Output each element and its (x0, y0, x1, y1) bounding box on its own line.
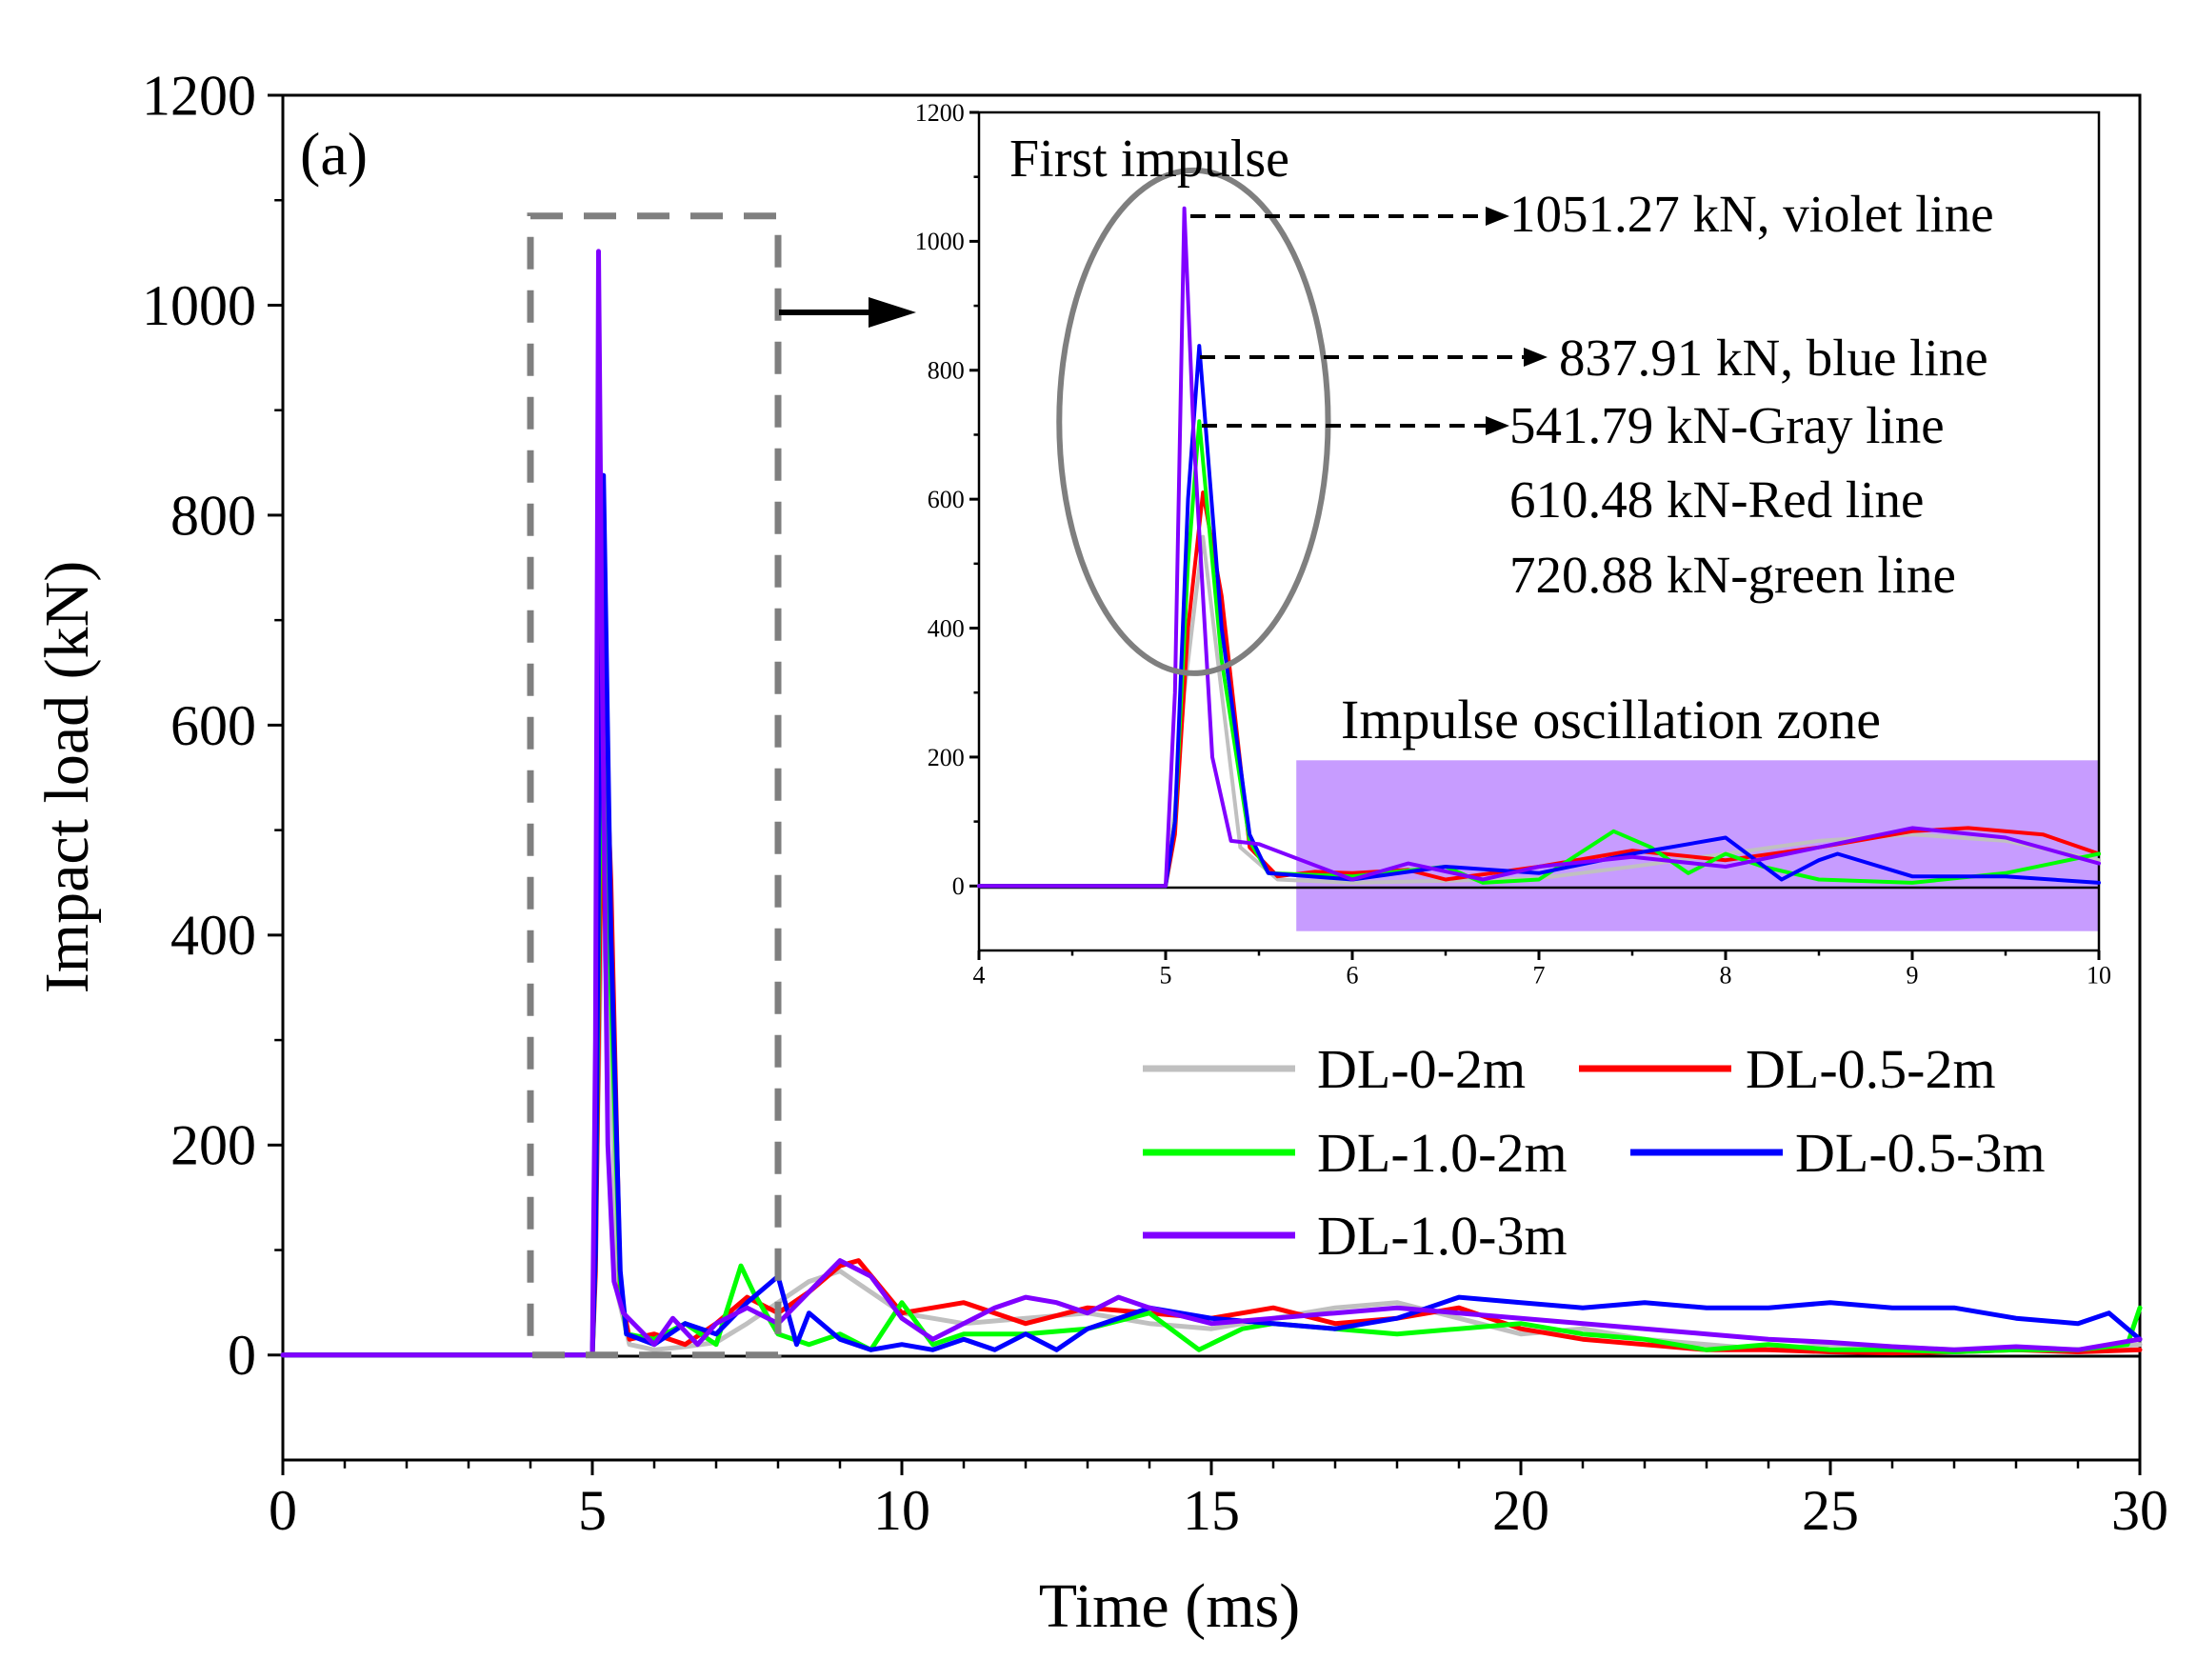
legend-label-dl-0.5-3m: DL-0.5-3m (1795, 1122, 2046, 1184)
inset-x-tick-label: 6 (1347, 962, 1359, 990)
main-x-ticks: 0 5 10 15 20 25 30 (269, 1460, 2168, 1542)
main-x-tick-label: 25 (1802, 1479, 1859, 1542)
inset-x-tick-label: 8 (1720, 962, 1732, 990)
oscillation-zone-highlight (1296, 760, 2099, 931)
zoom-region-box (527, 212, 782, 1359)
main-y-ticks: 0 200 400 600 800 1000 1200 (142, 64, 283, 1387)
first-impulse-circle (1056, 167, 1331, 676)
main-x-tick-label: 30 (2111, 1479, 2168, 1542)
main-x-tick-label: 10 (873, 1479, 930, 1542)
panel-label: (a) (300, 120, 368, 188)
main-y-tick-label: 600 (170, 694, 256, 757)
legend-label-dl-0.5-2m: DL-0.5-2m (1746, 1038, 1996, 1100)
gray-peak-label: 541.79 kN-Gray line (1509, 396, 1945, 454)
violet-peak-arrow-head (1486, 207, 1509, 226)
inset-series-dl-0.5-3m (977, 344, 2101, 889)
inset-y-tick-label: 800 (928, 357, 965, 385)
inset-plot: 4 5 6 7 8 9 10 0 200 400 600 800 1000 1200 First imp… (915, 99, 2111, 990)
main-y-tick-label: 400 (170, 904, 256, 967)
legend-label-dl-1.0-2m: DL-1.0-2m (1317, 1122, 1568, 1184)
inset-series-lines (977, 206, 2101, 889)
main-y-tick-label: 200 (170, 1114, 256, 1177)
legend-label-dl-0-2m: DL-0-2m (1317, 1038, 1526, 1100)
inset-y-tick-label: 1000 (915, 228, 965, 255)
oscillation-zone-label: Impulse oscillation zone (1341, 689, 1881, 750)
legend-label-dl-1.0-3m: DL-1.0-3m (1317, 1205, 1568, 1267)
violet-peak-label: 1051.27 kN, violet line (1509, 185, 1994, 243)
inset-y-tick-label: 1200 (915, 99, 965, 127)
inset-y-tick-label: 200 (928, 744, 965, 771)
legend: DL-0-2m DL-0.5-2m DL-1.0-2m DL-0.5-3m DL… (1143, 1038, 2046, 1267)
main-series-dl-1.0-3m (280, 249, 2143, 1358)
main-series-lines (280, 249, 2143, 1358)
inset-x-ticks: 4 5 6 7 8 9 10 (973, 950, 2111, 990)
main-x-tick-label: 20 (1492, 1479, 1549, 1542)
inset-series-dl-1.0-2m (977, 419, 2101, 889)
x-axis-label: Time (ms) (1039, 1571, 1300, 1641)
zoom-arrow-head (869, 297, 916, 328)
main-y-tick-label: 0 (228, 1324, 256, 1387)
main-x-tick-label: 0 (269, 1479, 297, 1542)
blue-peak-label: 837.91 kN, blue line (1559, 329, 1988, 387)
inset-series-dl-1.0-3m (977, 206, 2101, 889)
red-peak-label: 610.48 kN-Red line (1509, 470, 1924, 529)
main-y-tick-label: 1000 (142, 274, 256, 337)
inset-y-tick-label: 0 (952, 872, 965, 900)
main-plot: 0 5 10 15 20 25 30 0 200 400 600 800 1000 1200 (a) T… (32, 64, 2168, 1641)
inset-x-tick-label: 7 (1533, 962, 1546, 990)
main-series-dl-0.5-3m (280, 472, 2143, 1358)
y-axis-label: Impact load (kN) (32, 561, 102, 994)
green-peak-label: 720.88 kN-green line (1509, 546, 1956, 604)
inset-y-ticks: 0 200 400 600 800 1000 1200 (915, 99, 979, 900)
first-impulse-label: First impulse (1009, 130, 1289, 189)
inset-x-tick-label: 5 (1160, 962, 1172, 990)
blue-peak-arrow-head (1524, 348, 1548, 367)
main-x-tick-label: 5 (578, 1479, 607, 1542)
main-x-tick-label: 15 (1183, 1479, 1240, 1542)
inset-y-tick-label: 600 (928, 486, 965, 513)
inset-x-tick-label: 4 (973, 962, 986, 990)
main-y-tick-label: 800 (170, 484, 256, 547)
inset-x-tick-label: 10 (2087, 962, 2111, 990)
main-y-tick-label: 1200 (142, 64, 256, 127)
inset-y-tick-label: 400 (928, 614, 965, 642)
inset-x-tick-label: 9 (1907, 962, 1919, 990)
gray-peak-arrow-head (1486, 416, 1509, 435)
